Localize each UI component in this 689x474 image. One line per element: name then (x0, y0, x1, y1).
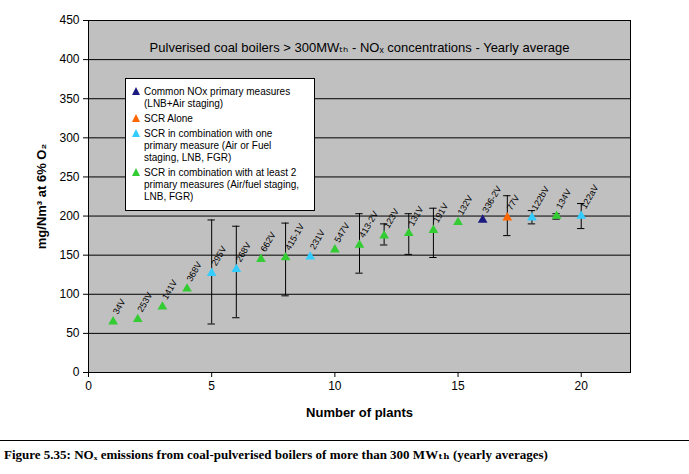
html-text:SCR in combination with one pr: SCR in combination with one primary meas… (144, 128, 273, 163)
svg-text:368V: 368V (185, 260, 204, 283)
svg-text:450: 450 (59, 13, 79, 27)
svg-text:300: 300 (59, 131, 79, 145)
svg-text:336-2V: 336-2V (480, 184, 503, 214)
svg-text:Number of plants: Number of plants (306, 405, 413, 420)
svg-text:253V: 253V (135, 291, 154, 314)
svg-text:122aV: 122aV (579, 183, 601, 211)
svg-text:0: 0 (73, 365, 80, 379)
svg-text:141V: 141V (160, 278, 179, 301)
svg-text:122bV: 122bV (530, 185, 552, 213)
svg-text:415-1V: 415-1V (283, 222, 306, 252)
svg-text:662V: 662V (259, 230, 278, 253)
svg-text:131V: 131V (406, 204, 425, 227)
svg-text:268V: 268V (234, 240, 253, 263)
svg-text:231V: 231V (308, 228, 327, 251)
svg-text:100: 100 (59, 287, 79, 301)
svg-text:134V: 134V (554, 187, 573, 210)
svg-text:77V: 77V (505, 193, 522, 212)
svg-text:350: 350 (59, 92, 79, 106)
svg-text:400: 400 (59, 52, 79, 66)
svg-text:132V: 132V (456, 194, 475, 217)
svg-text:50: 50 (66, 326, 80, 340)
svg-text:547V: 547V (332, 221, 351, 244)
html-text:Common NOx primary measures (L: Common NOx primary measures (LNB+Air sta… (144, 86, 291, 109)
svg-text:15: 15 (451, 379, 465, 393)
svg-text:5: 5 (208, 379, 215, 393)
svg-text:mg/Nm³ at 6% O₂: mg/Nm³ at 6% O₂ (34, 144, 49, 250)
svg-text:150: 150 (59, 248, 79, 262)
svg-text:200: 200 (59, 209, 79, 223)
svg-text:413-2V: 413-2V (357, 209, 380, 239)
svg-text:20: 20 (575, 379, 589, 393)
svg-text:0: 0 (85, 379, 92, 393)
svg-text:250: 250 (59, 170, 79, 184)
svg-text:191V: 191V (431, 201, 450, 224)
svg-text:123V: 123V (382, 207, 401, 230)
html-text:Figure 5.35: NOₓ emissions fro: Figure 5.35: NOₓ emissions from coal-pul… (4, 447, 548, 462)
html-text:SCR Alone: SCR Alone (144, 113, 193, 124)
svg-text:34V: 34V (111, 297, 128, 316)
svg-text:10: 10 (328, 379, 342, 393)
svg-text:Pulverised coal boilers > 300M: Pulverised coal boilers > 300MWₜₕ - NOₓ … (150, 40, 570, 55)
svg-text:295V: 295V (209, 244, 228, 267)
html-text:SCR in combination with at lea: SCR in combination with at least 2 prima… (144, 167, 300, 202)
